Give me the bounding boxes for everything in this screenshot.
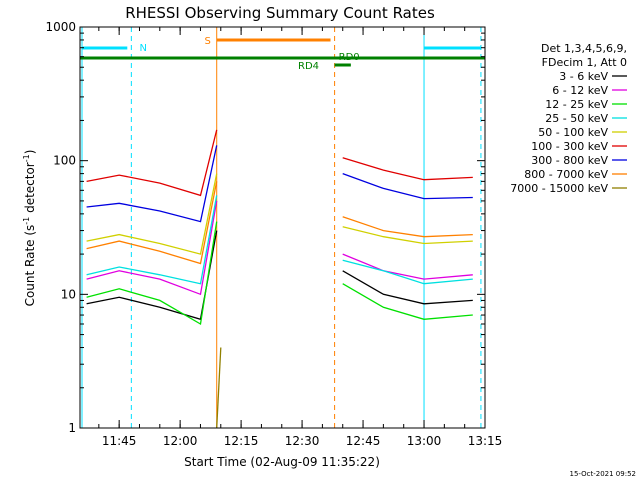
rd0-marker-label: RD0 <box>339 52 360 63</box>
legend-entry-label: 50 - 100 keV <box>538 126 608 139</box>
x-tick-label: 13:15 <box>468 434 503 448</box>
series-line <box>86 221 218 326</box>
axes: 11:45 12:00 12:15 12:30 12:45 13:00 13:15 1 10 10… <box>45 20 502 448</box>
legend-entry-label: 12 - 25 keV <box>545 98 608 111</box>
y-tick-label: 1 <box>68 421 76 435</box>
x-axis-label: Start Time (02-Aug-09 11:35:22) <box>184 455 380 469</box>
series-line <box>86 173 218 255</box>
x-tick-label: 12:30 <box>285 434 320 448</box>
y-tick-label: 1000 <box>45 20 76 34</box>
x-tick-label: 12:45 <box>346 434 381 448</box>
legend-header-line: Det 1,3,4,5,6,9, <box>541 42 627 55</box>
rd4-marker-label: RD4 <box>298 61 319 72</box>
series-line <box>86 200 218 296</box>
series-line <box>342 270 473 305</box>
y-axis-label: Count Rate (s-1 detector-1) <box>22 150 37 307</box>
legend-entry-label: 7000 - 15000 keV <box>510 182 608 195</box>
timestamp: 15-Oct-2021 09:52 <box>570 470 636 478</box>
series-line <box>342 253 473 280</box>
legend: Det 1,3,4,5,6,9,FDecim 1, Att 03 - 6 keV… <box>510 42 627 195</box>
legend-entry-label: 6 - 12 keV <box>552 84 608 97</box>
legend-header-line: FDecim 1, Att 0 <box>542 56 627 69</box>
series-line <box>86 181 218 265</box>
series-line <box>342 216 473 238</box>
y-tick-label: 100 <box>53 154 76 168</box>
series-line <box>216 347 222 429</box>
legend-entry-label: 25 - 50 keV <box>545 112 608 125</box>
series-lines <box>86 129 473 429</box>
saa-marker-label: S <box>205 36 211 47</box>
series-line <box>86 195 218 285</box>
x-tick-label: 11:45 <box>102 434 137 448</box>
y-tick-label: 10 <box>61 287 76 301</box>
series-line <box>342 259 473 285</box>
legend-entry-label: 800 - 7000 keV <box>524 168 608 181</box>
legend-entry-label: 100 - 300 keV <box>531 140 608 153</box>
x-tick-label: 13:00 <box>407 434 442 448</box>
legend-entry-label: 3 - 6 keV <box>559 70 608 83</box>
series-line <box>342 157 473 181</box>
series-line <box>342 226 473 245</box>
plot-frame <box>79 26 486 429</box>
series-line <box>86 145 218 223</box>
x-tick-label: 12:15 <box>224 434 259 448</box>
observing-markers: N S RD0 RD4 <box>80 27 485 428</box>
night-marker-label: N <box>139 43 146 54</box>
legend-entry-label: 300 - 800 keV <box>531 154 608 167</box>
chart-title: RHESSI Observing Summary Count Rates <box>125 4 435 22</box>
series-line <box>86 129 218 197</box>
series-line <box>342 172 473 200</box>
series-line <box>342 283 473 320</box>
x-tick-label: 12:00 <box>163 434 198 448</box>
